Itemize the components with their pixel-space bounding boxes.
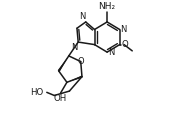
Text: O: O bbox=[77, 57, 84, 66]
Text: NH₂: NH₂ bbox=[98, 2, 116, 11]
Polygon shape bbox=[58, 56, 69, 72]
Text: N: N bbox=[108, 48, 114, 57]
Text: N: N bbox=[71, 43, 77, 52]
Text: O: O bbox=[122, 40, 128, 49]
Polygon shape bbox=[67, 76, 82, 82]
Text: N: N bbox=[79, 12, 85, 21]
Text: OH: OH bbox=[54, 94, 67, 103]
Text: N: N bbox=[120, 25, 127, 34]
Text: HO: HO bbox=[30, 88, 44, 97]
